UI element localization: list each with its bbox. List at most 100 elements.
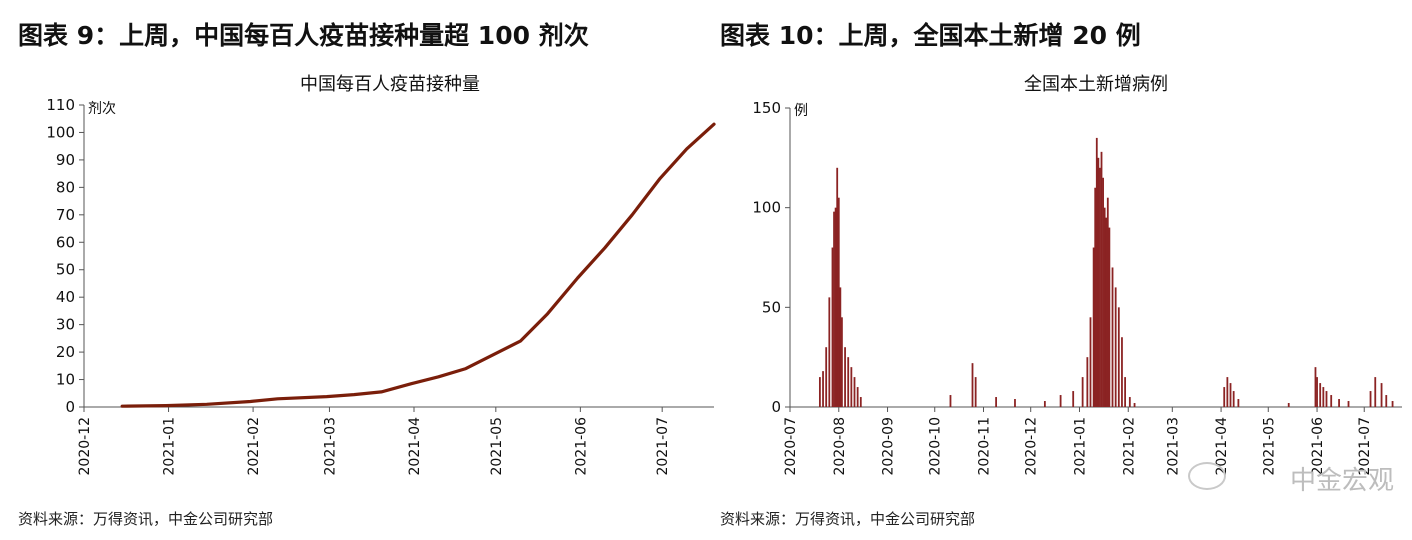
case-bar xyxy=(1380,383,1383,407)
case-bar xyxy=(859,397,862,407)
case-bar xyxy=(1094,187,1097,407)
y-tick-label: 150 xyxy=(752,99,781,117)
right-chart-svg: 0 50 100 150 2020-07 2020-08 2020-09 2020-10 202… xyxy=(752,99,1402,476)
case-bar xyxy=(995,397,997,407)
case-bar xyxy=(1102,177,1104,407)
x-tick-label: 2020-11 xyxy=(977,417,993,476)
y-tick-label: 0 xyxy=(771,398,781,416)
case-bar xyxy=(834,207,837,407)
x-tick-label: 2021-06 xyxy=(573,417,589,476)
case-bar xyxy=(1128,397,1131,407)
case-bar xyxy=(1043,401,1046,407)
x-tick-label: 2021-07 xyxy=(1357,417,1373,476)
y-tick-label: 50 xyxy=(56,261,75,279)
left-y-unit: 剂次 xyxy=(88,101,116,117)
x-tick-label: 2021-05 xyxy=(1261,417,1277,476)
case-bar xyxy=(1097,157,1100,407)
case-bar xyxy=(1108,227,1111,407)
x-tick-label: 2021-03 xyxy=(1165,417,1181,476)
case-bar xyxy=(1232,391,1235,407)
case-bar xyxy=(825,347,828,407)
y-tick-label: 100 xyxy=(752,199,781,217)
case-bar xyxy=(1316,377,1318,407)
case-bar xyxy=(949,395,952,407)
case-bar xyxy=(1322,387,1325,407)
x-tick-label: 2021-02 xyxy=(1121,417,1137,476)
case-bar xyxy=(1095,137,1098,407)
x-tick-label: 2021-06 xyxy=(1310,417,1326,476)
case-bar xyxy=(1106,197,1109,407)
case-bar xyxy=(1014,399,1016,407)
left-source-note: 资料来源：万得资讯，中金公司研究部 xyxy=(18,510,274,528)
case-bar xyxy=(971,363,974,407)
case-bar xyxy=(1369,391,1372,407)
y-tick-label: 40 xyxy=(56,288,75,306)
left-chart-panel: 中国每百人疫苗接种量 剂次 0 10 20 30 40 50 60 70 80 90 100 110 2… xyxy=(0,60,720,500)
right-chart-panel: 全国本土新增病例 例 0 50 100 150 2020-07 2020-08 2020-0… xyxy=(720,60,1412,500)
x-tick-label: 2021-02 xyxy=(246,417,262,476)
case-bar xyxy=(1391,401,1394,407)
case-bar xyxy=(1103,207,1106,407)
case-bar xyxy=(1314,367,1317,407)
case-bar xyxy=(1105,217,1108,407)
case-bar xyxy=(1092,247,1095,407)
case-bar xyxy=(833,211,835,407)
x-tick-label: 2020-10 xyxy=(928,417,944,476)
case-bar xyxy=(1325,391,1328,407)
left-chart-svg: 0 10 20 30 40 50 60 70 80 90 100 110 2020-12 2021-01 2… xyxy=(46,96,716,476)
left-chart-heading: 图表 9：上周，中国每百人疫苗接种量超 100 剂次 xyxy=(18,21,589,50)
x-tick-label: 2020-08 xyxy=(832,417,848,476)
case-bar xyxy=(1133,403,1136,407)
x-tick-label: 2021-01 xyxy=(1072,417,1088,476)
case-bar xyxy=(1072,391,1075,407)
case-bar xyxy=(1385,395,1388,407)
case-bar xyxy=(828,297,831,407)
y-tick-label: 90 xyxy=(56,151,75,169)
case-bar xyxy=(1223,387,1226,407)
case-bar xyxy=(1347,401,1350,407)
case-bar xyxy=(1226,377,1229,407)
case-bar xyxy=(1089,317,1092,407)
case-bar xyxy=(1086,357,1089,407)
y-tick-label: 10 xyxy=(56,371,75,389)
right-chart-heading: 图表 10：上周，全国本土新增 20 例 xyxy=(720,21,1141,50)
vaccination-series-line xyxy=(120,122,716,408)
x-tick-label: 2021-04 xyxy=(407,417,423,476)
case-bar xyxy=(1124,377,1127,407)
y-tick-label: 60 xyxy=(56,233,75,251)
case-bar xyxy=(850,367,853,407)
case-bar xyxy=(837,197,840,407)
watermark: 中金宏观 xyxy=(1289,466,1394,496)
case-bar xyxy=(841,317,843,407)
case-bar xyxy=(1100,151,1103,407)
case-bar xyxy=(831,247,834,407)
case-bar xyxy=(1287,403,1290,407)
x-tick-label: 2020-12 xyxy=(77,417,93,476)
left-chart-title: 中国每百人疫苗接种量 xyxy=(300,74,480,95)
case-bar xyxy=(1117,307,1120,407)
case-bar xyxy=(1229,383,1232,407)
right-y-unit: 例 xyxy=(794,103,808,119)
x-tick-label: 2021-07 xyxy=(655,417,671,476)
case-bar xyxy=(856,387,859,407)
x-tick-label: 2021-03 xyxy=(322,417,338,476)
case-bar xyxy=(1081,377,1084,407)
case-bar xyxy=(836,167,839,407)
case-bar xyxy=(1059,395,1062,407)
y-tick-label: 0 xyxy=(65,398,75,416)
x-tick-label: 2020-09 xyxy=(881,417,897,476)
x-tick-label: 2020-07 xyxy=(783,417,799,476)
case-bar xyxy=(1338,399,1340,407)
case-bar xyxy=(1330,395,1333,407)
right-chart-title: 全国本土新增病例 xyxy=(1024,74,1168,95)
y-tick-label: 20 xyxy=(56,343,75,361)
case-bar xyxy=(1374,377,1377,407)
case-bar xyxy=(1114,287,1117,407)
case-bar xyxy=(974,377,977,407)
case-bar xyxy=(839,287,842,407)
y-tick-label: 70 xyxy=(56,206,75,224)
right-source-note: 资料来源：万得资讯，中金公司研究部 xyxy=(720,510,976,528)
case-bar xyxy=(853,377,856,407)
x-tick-label: 2021-01 xyxy=(162,417,178,476)
case-bar xyxy=(1121,337,1123,407)
